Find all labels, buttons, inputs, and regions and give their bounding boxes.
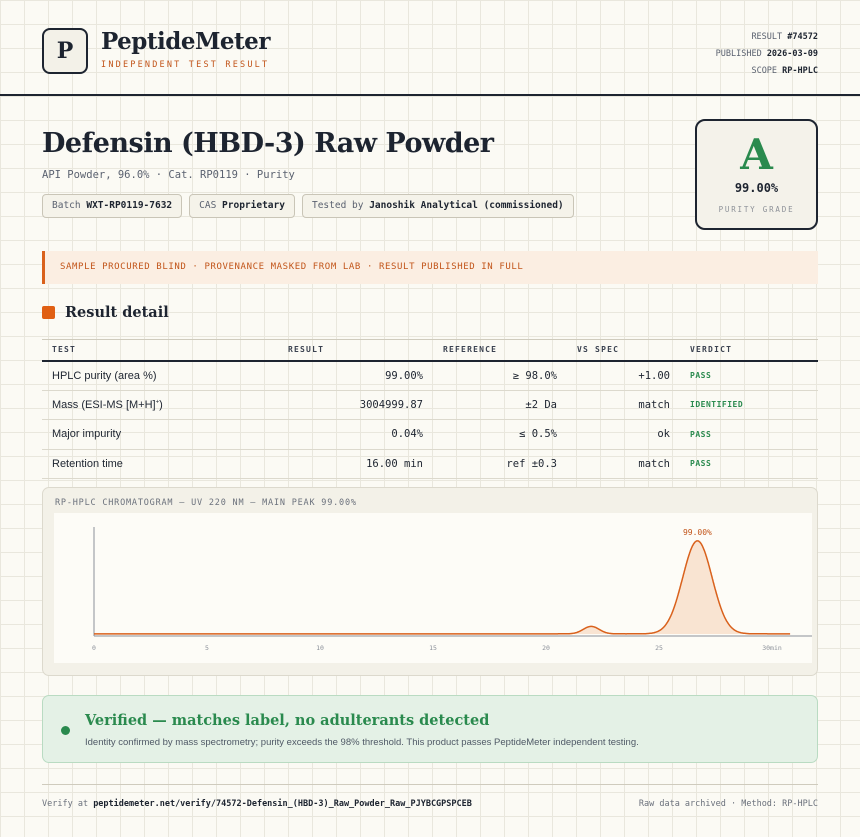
brand-name: PeptideMeter [101,28,270,55]
test-name-text: Mass (ESI-MS [M+H] [52,398,156,411]
test-name-sup: + [155,399,160,406]
section-marker-icon [42,306,55,319]
chromatogram-trace [94,540,791,635]
verdict-badge: IDENTIFIED [680,390,818,420]
chart-title: RP-HPLC CHROMATOGRAM — UV 220 NM — MAIN … [55,498,357,508]
chromatogram-area [94,540,791,634]
cas-value: Proprietary [222,200,285,211]
batch-chip: Batch WXT-RP0119-7632 [42,194,183,218]
col-reference: REFERENCE [433,339,567,362]
results-table: TEST RESULT REFERENCE VS SPEC VERDICT HP… [42,339,818,479]
batch-label: Batch [52,200,81,211]
cas-label: CAS [199,200,217,211]
test-name: Major impurity [42,419,278,450]
x-tick-label: 5 [205,644,209,652]
chromatogram-panel: RP-HPLC CHROMATOGRAM — UV 220 NM — MAIN … [42,487,818,676]
verdict-badge: PASS [680,419,818,450]
reference-value: ref ±0.3 [433,449,567,479]
col-test: TEST [42,339,278,362]
grade-label: PURITY GRADE [718,205,795,214]
published-label: PUBLISHED [715,49,762,59]
tested-value: Janoshik Analytical (commissioned) [369,200,564,211]
result-value: 0.04% [278,419,433,450]
blind-sample-banner: SAMPLE PROCURED BLIND · PROVENANCE MASKE… [42,251,818,284]
reference-value: ≤ 0.5% [433,419,567,450]
verdict-badge: PASS [680,449,818,479]
verified-dot-icon [61,726,70,735]
footer-archive: Raw data archived · Method: RP-HPLC [638,799,818,809]
published-date: 2026-03-09 [766,49,818,59]
cas-chip: CAS Proprietary [189,194,295,218]
vs-spec-value: match [567,449,680,479]
table-row: Mass (ESI-MS [M+H]+) 3004999.87 ±2 Da ma… [42,390,818,420]
vs-spec-value: match [567,390,680,420]
result-value: 16.00 min [278,449,433,479]
table-header-row: TEST RESULT REFERENCE VS SPEC VERDICT [42,339,818,362]
col-result: RESULT [278,339,433,362]
test-name: HPLC purity (area %) [42,360,278,391]
table-row: Major impurity 0.04% ≤ 0.5% ok PASS [42,419,818,450]
product-chips: Batch WXT-RP0119-7632 CAS Proprietary Te… [42,194,574,218]
section-title: Result detail [65,304,169,321]
scope-label: SCOPE [751,66,778,76]
reference-value: ≥ 98.0% [433,360,567,391]
purity-grade-card: A 99.00% PURITY GRADE [695,119,818,230]
result-label: RESULT [751,32,783,42]
table-row: Retention time 16.00 min ref ±0.3 match … [42,449,818,479]
grade-letter: A [740,130,773,179]
result-value: 3004999.87 [278,390,433,420]
x-tick-label: 20 [542,644,550,652]
brand-subtitle: INDEPENDENT TEST RESULT [101,60,270,70]
col-vs-spec: VS SPEC [567,339,680,362]
result-id: #74572 [787,32,818,42]
chromatogram-chart: 0 5 10 15 20 25 30min 99.00% [54,513,812,663]
grade-value: 99.00% [734,181,779,195]
verified-text: Identity confirmed by mass spectrometry;… [85,737,639,748]
x-tick-label: 10 [316,644,324,652]
footer-verify: Verify at peptidemeter.net/verify/74572-… [42,799,472,809]
verified-panel: Verified — matches label, no adulterants… [42,695,818,763]
test-name-end: ) [159,398,163,411]
vs-spec-value: ok [567,419,680,450]
result-value: 99.00% [278,360,433,391]
verify-link[interactable]: peptidemeter.net/verify/74572-Defensin_(… [93,799,472,809]
col-verdict: VERDICT [680,339,818,362]
batch-value: WXT-RP0119-7632 [86,200,173,211]
scope-value: RP-HPLC [782,66,818,76]
report-meta: RESULT #74572 PUBLISHED 2026-03-09 SCOPE… [716,29,818,80]
page-title: Defensin (HBD-3) Raw Powder [42,128,494,159]
tested-label: Tested by [311,200,364,211]
x-tick-label: 25 [655,644,663,652]
header: P PeptideMeter INDEPENDENT TEST RESULT R… [0,0,860,96]
logo-icon: P [42,28,88,74]
reference-value: ±2 Da [433,390,567,420]
footer-divider [42,784,818,785]
x-tick-label: 15 [429,644,437,652]
tested-by-chip: Tested by Janoshik Analytical (commissio… [301,194,574,218]
verify-prefix: Verify at [42,799,89,809]
main-peak-label: 99.00% [683,528,712,537]
test-name: Mass (ESI-MS [M+H]+) [42,390,278,420]
x-tick-label: 0 [92,644,96,652]
vs-spec-value: +1.00 [567,360,680,391]
test-name: Retention time [42,449,278,479]
table-row: HPLC purity (area %) 99.00% ≥ 98.0% +1.0… [42,360,818,391]
verdict-badge: PASS [680,360,818,391]
x-tick-label: 30min [762,644,782,652]
product-subtitle: API Powder, 96.0% · Cat. RP0119 · Purity [42,169,295,181]
verified-title: Verified — matches label, no adulterants… [85,712,490,729]
